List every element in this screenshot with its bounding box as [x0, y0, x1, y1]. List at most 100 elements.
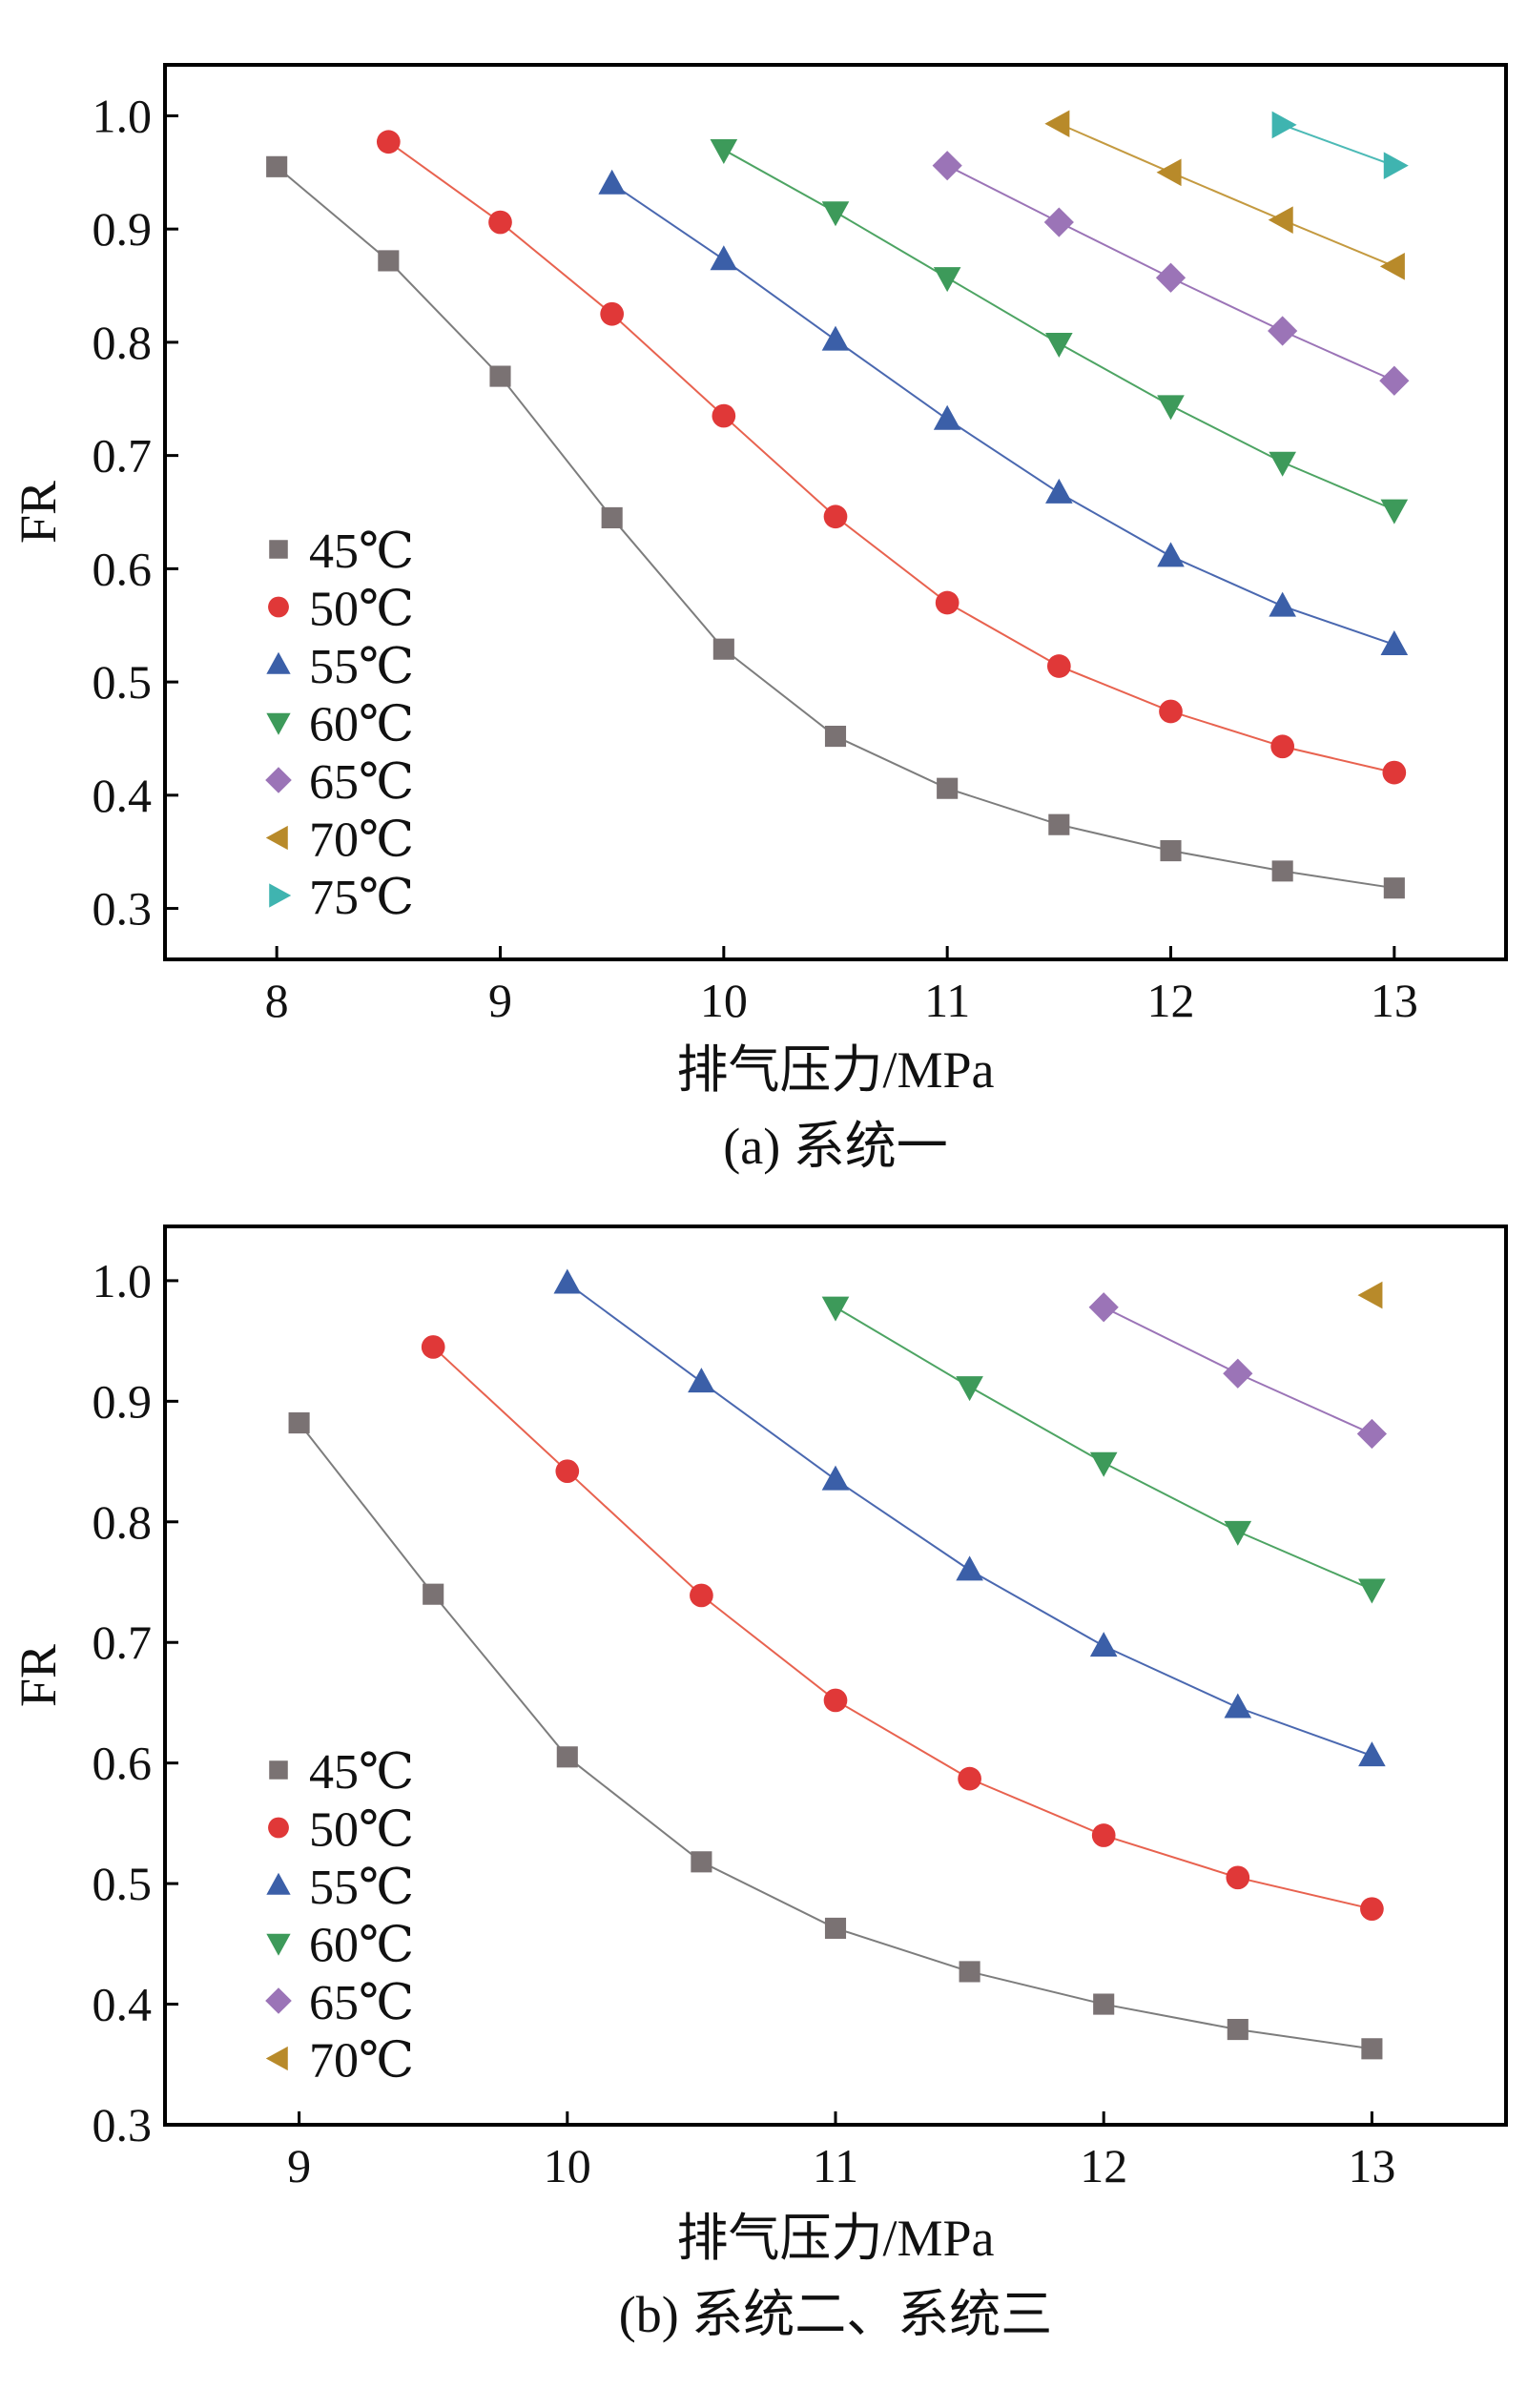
data-point — [932, 151, 962, 181]
series-0 — [266, 155, 1405, 899]
data-point — [690, 1583, 713, 1608]
data-point — [712, 638, 734, 660]
legend-marker — [265, 767, 292, 793]
legend-item: 75℃ — [269, 871, 414, 925]
series-line — [1058, 122, 1395, 268]
data-point — [1361, 2038, 1383, 2060]
x-tick-label: 10 — [700, 974, 748, 1027]
series-6 — [1271, 111, 1409, 179]
data-point — [1380, 499, 1409, 525]
data-point — [691, 1851, 712, 1873]
data-point — [1224, 1520, 1252, 1546]
legend-item: 45℃ — [269, 525, 414, 579]
series-5 — [1357, 1281, 1383, 1309]
legend-marker — [268, 1817, 289, 1839]
legend-label: 45℃ — [309, 1745, 414, 1800]
data-point — [1357, 1281, 1383, 1309]
x-tick-label: 9 — [287, 2139, 311, 2192]
data-point — [288, 1412, 310, 1434]
data-point — [823, 504, 848, 529]
data-point — [1223, 1358, 1253, 1389]
legend-marker — [265, 2046, 288, 2071]
y-axis-title-a: FR — [10, 481, 67, 544]
legend-item: 70℃ — [265, 2034, 414, 2089]
x-tick-label: 12 — [1147, 974, 1195, 1027]
series-marks-b — [288, 1268, 1387, 2060]
legend-label: 50℃ — [309, 1803, 414, 1858]
data-point — [824, 1917, 847, 1939]
panel-b: 9 10 11 12 13 0.3 0.4 0.5 0.6 0.7 0.8 0.9 1.0 45℃50℃… — [10, 1225, 1508, 2343]
data-point — [710, 139, 738, 165]
legend-marker — [269, 1760, 288, 1780]
y-tick-label: 0.5 — [93, 655, 153, 709]
data-point — [601, 506, 623, 528]
data-point — [1382, 760, 1407, 785]
data-point — [1270, 734, 1295, 759]
legend-item: 55℃ — [266, 640, 414, 694]
data-point — [1383, 152, 1409, 179]
legend-marker — [269, 883, 292, 908]
caption-a: (a) 系统一 — [723, 1118, 947, 1175]
data-point — [1379, 253, 1405, 280]
y-axis-title-b: FR — [10, 1644, 67, 1707]
data-point — [1156, 158, 1182, 187]
data-point — [1157, 542, 1185, 567]
legend-marker — [265, 1987, 292, 2014]
data-point — [1048, 813, 1070, 835]
y-tick-label: 0.8 — [93, 316, 153, 369]
data-point — [376, 130, 401, 154]
data-point — [1271, 111, 1297, 139]
legend-item: 60℃ — [266, 698, 414, 752]
x-tick-label: 10 — [544, 2139, 591, 2192]
y-tick-label: 1.0 — [93, 89, 153, 142]
data-point — [956, 1376, 983, 1402]
legend-marker — [266, 1933, 291, 1956]
data-point — [378, 250, 400, 272]
data-point — [1383, 877, 1405, 899]
legend-b: 45℃50℃55℃60℃65℃70℃ — [265, 1745, 414, 2089]
data-point — [823, 1688, 848, 1713]
x-tick-label: 13 — [1371, 974, 1418, 1027]
data-point — [555, 1459, 580, 1484]
data-point — [1268, 206, 1293, 234]
data-point — [933, 404, 961, 430]
series-1 — [376, 130, 1407, 785]
data-point — [488, 210, 512, 235]
series-4 — [1088, 1292, 1387, 1450]
series-2 — [553, 1268, 1386, 1767]
data-point — [1088, 1292, 1119, 1323]
data-point — [710, 245, 738, 271]
y-tick-label: 0.6 — [93, 542, 153, 595]
data-point — [821, 325, 850, 351]
data-point — [935, 590, 960, 615]
x-tick-label: 13 — [1348, 2139, 1395, 2192]
y-tick-label: 0.7 — [93, 429, 153, 483]
legend-marker — [268, 596, 289, 618]
data-point — [1227, 2019, 1248, 2041]
y-tick-label: 0.9 — [93, 202, 153, 256]
legend-marker — [265, 825, 288, 851]
data-point — [1269, 451, 1296, 477]
data-point — [688, 1368, 715, 1393]
legend-item: 50℃ — [268, 583, 414, 637]
y-tick-label: 0.5 — [93, 1857, 153, 1910]
data-point — [933, 267, 961, 293]
x-tick-label: 8 — [265, 974, 289, 1027]
data-point — [1046, 654, 1071, 678]
data-point — [1157, 395, 1185, 421]
legend-marker — [269, 540, 288, 559]
legend-marker — [266, 651, 291, 674]
data-point — [1044, 110, 1070, 138]
data-point — [821, 1296, 850, 1322]
series-5 — [1044, 110, 1405, 280]
data-point — [1045, 333, 1073, 359]
x-tick-label: 11 — [924, 974, 970, 1027]
legend-item: 50℃ — [268, 1803, 414, 1858]
legend-label: 55℃ — [309, 640, 414, 694]
x-axis-title-a: 排气压力/MPa — [676, 1041, 994, 1099]
series-line — [567, 1282, 1372, 1758]
legend-label: 70℃ — [309, 813, 414, 868]
data-point — [600, 301, 625, 326]
data-point — [958, 1766, 981, 1791]
